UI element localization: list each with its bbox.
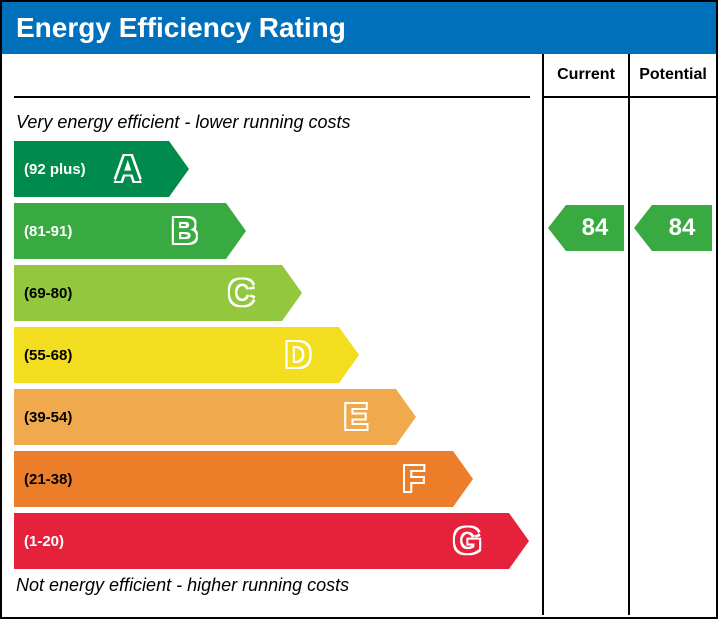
potential-badge-value: 84	[652, 205, 712, 251]
current-header: Current	[544, 54, 628, 98]
potential-badge: 84	[634, 205, 712, 251]
band-bar-c: (69-80)C	[14, 265, 282, 321]
current-badge-tip	[548, 205, 566, 251]
band-bar-g: (1-20)G	[14, 513, 509, 569]
title-bar: Energy Efficiency Rating	[2, 2, 716, 54]
potential-column: Potential 84	[630, 54, 716, 615]
band-range-g: (1-20)	[14, 533, 509, 550]
band-letter-d: D	[285, 334, 311, 376]
chart-body: Very energy efficient - lower running co…	[14, 98, 530, 596]
band-letter-e: E	[344, 396, 368, 438]
current-badge-value: 84	[566, 205, 624, 251]
band-range-e: (39-54)	[14, 409, 396, 426]
chart-header-spacer	[14, 54, 530, 98]
band-letter-b: B	[172, 210, 198, 252]
band-bar-a: (92 plus)A	[14, 141, 169, 197]
epc-chart: Energy Efficiency Rating Very energy eff…	[0, 0, 718, 619]
current-arrow-slot: 84	[544, 98, 628, 615]
band-letter-g: G	[453, 520, 481, 562]
band-row-g: (1-20)G	[14, 513, 530, 569]
band-letter-c: C	[228, 272, 254, 314]
band-row-b: (81-91)B	[14, 203, 530, 259]
band-range-f: (21-38)	[14, 471, 453, 488]
current-badge: 84	[548, 205, 624, 251]
potential-header: Potential	[630, 54, 716, 98]
caption-top: Very energy efficient - lower running co…	[16, 112, 530, 133]
band-letter-f: F	[403, 458, 425, 500]
current-column: Current 84	[544, 54, 630, 615]
band-bar-b: (81-91)B	[14, 203, 226, 259]
band-bar-f: (21-38)F	[14, 451, 453, 507]
potential-arrow-slot: 84	[630, 98, 716, 615]
potential-badge-tip	[634, 205, 652, 251]
band-bar-e: (39-54)E	[14, 389, 396, 445]
table: Very energy efficient - lower running co…	[2, 54, 716, 615]
title-text: Energy Efficiency Rating	[16, 12, 346, 43]
bands-container: (92 plus)A (81-91)B (69-80)C (55-68)D (39-54…	[14, 141, 530, 569]
band-bar-d: (55-68)D	[14, 327, 339, 383]
chart-column: Very energy efficient - lower running co…	[2, 54, 544, 615]
band-range-a: (92 plus)	[14, 161, 169, 178]
band-row-f: (21-38)F	[14, 451, 530, 507]
band-row-c: (69-80)C	[14, 265, 530, 321]
caption-bottom: Not energy efficient - higher running co…	[16, 575, 530, 596]
band-row-e: (39-54)E	[14, 389, 530, 445]
band-letter-a: A	[115, 148, 141, 190]
band-row-d: (55-68)D	[14, 327, 530, 383]
band-row-a: (92 plus)A	[14, 141, 530, 197]
